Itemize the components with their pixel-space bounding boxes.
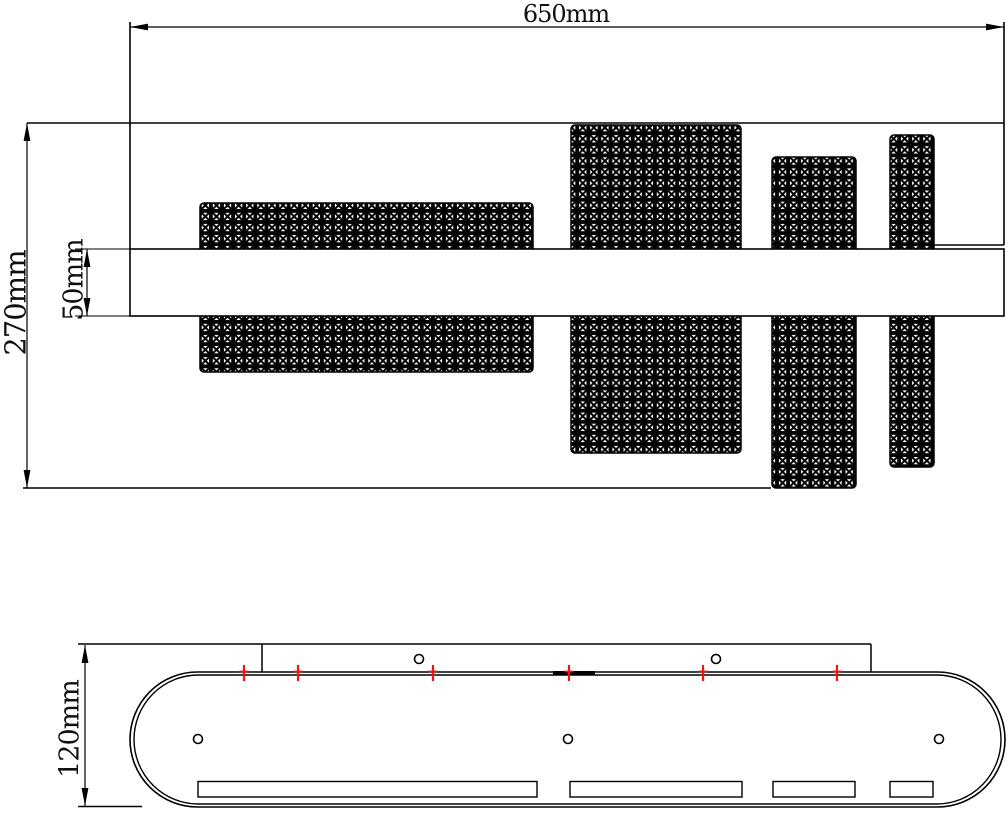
arrow-down-icon: [23, 470, 31, 488]
dim-label-270: 270mm: [0, 250, 33, 356]
arrow-up-icon: [81, 645, 89, 663]
top-view-outline: [23, 22, 1005, 489]
holes: [192, 653, 945, 745]
center-bar-group: [129, 248, 1005, 317]
arrow-up-icon: [83, 249, 91, 267]
arrow-down-icon: [81, 788, 89, 806]
center-mark: [553, 671, 595, 676]
top-view: [23, 22, 1005, 489]
crystal-slot: [772, 780, 856, 798]
center-mark-group: [553, 671, 595, 676]
arrow-right-icon: [986, 23, 1004, 31]
dim-650: [130, 23, 1004, 31]
red-marks: [239, 665, 842, 681]
crystal-slot: [569, 780, 743, 798]
dim-50: [75, 248, 130, 317]
dim-label-650: 650mm: [522, 0, 610, 28]
screw-hole: [562, 733, 574, 745]
screw-hole: [933, 733, 945, 745]
mesh-panel: [771, 156, 857, 489]
dim-270: [23, 123, 31, 488]
screw-hole: [192, 733, 204, 745]
arrow-down-icon: [83, 298, 91, 316]
dim-label-50: 50mm: [58, 239, 90, 321]
crystal-slot: [197, 780, 538, 798]
mounting-plate: [78, 643, 872, 808]
bottom-slots: [197, 780, 934, 798]
center-bar: [129, 248, 1005, 317]
dim-120: [81, 645, 89, 806]
crystal-slot: [889, 780, 934, 798]
screw-hole: [413, 653, 425, 665]
side-view: [78, 643, 1006, 808]
screw-hole: [710, 653, 722, 665]
dim-label-120: 120mm: [54, 680, 86, 778]
arrow-left-icon: [130, 23, 148, 31]
arrow-up-icon: [23, 123, 31, 141]
